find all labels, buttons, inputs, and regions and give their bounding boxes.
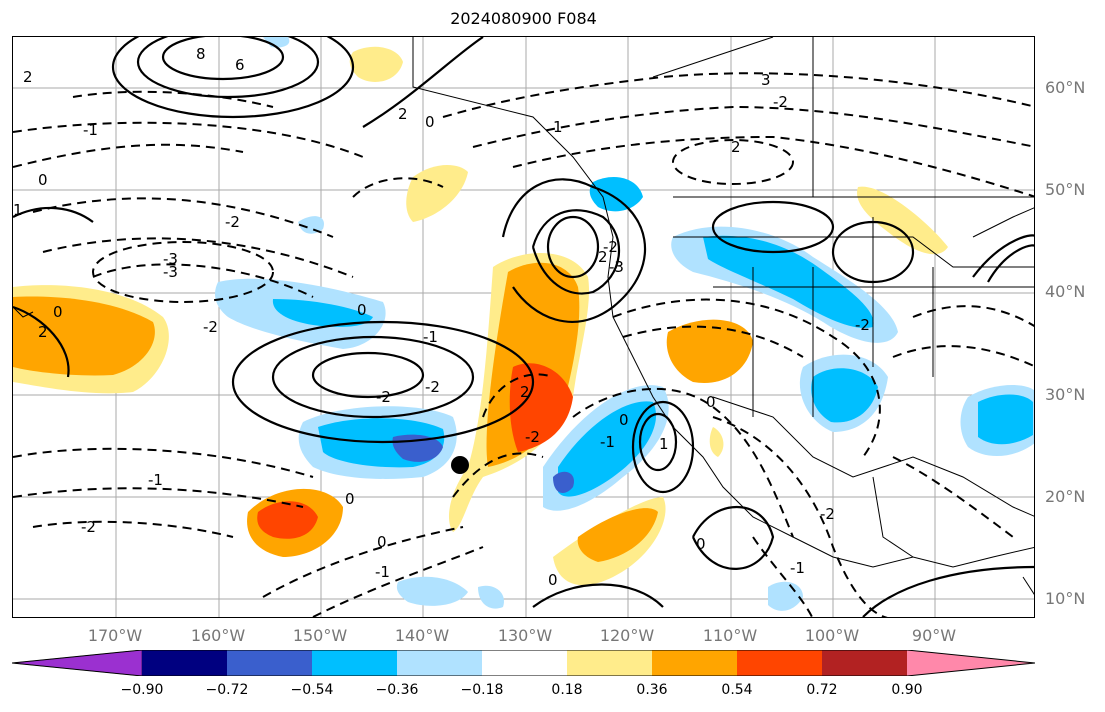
contour-label: -3 <box>163 263 178 281</box>
contour-label: 0 <box>619 411 629 429</box>
lon-label-100w: 100°W <box>804 626 860 645</box>
lon-label-140w: 140°W <box>394 626 450 645</box>
colorbar-tick: −0.72 <box>205 682 249 698</box>
contour-label: -2 <box>773 93 788 111</box>
lon-label-150w: 150°W <box>292 626 348 645</box>
colorbar-segment <box>822 650 907 676</box>
storm-center-marker <box>451 456 469 474</box>
contour-label: 2 <box>23 68 33 86</box>
lat-label-10n: 10°N <box>1045 589 1086 608</box>
lon-label-160w: 160°W <box>190 626 246 645</box>
colorbar-tick: 0.54 <box>721 682 753 698</box>
positive-anomaly-shading <box>13 46 948 586</box>
contour-label: 0 <box>425 113 435 131</box>
lat-label-40n: 40°N <box>1045 282 1086 301</box>
colorbar-segment <box>907 650 1035 676</box>
colorbar-segment <box>567 650 652 676</box>
contour-label: -3 <box>163 250 178 268</box>
colorbar-tick: −0.18 <box>460 682 504 698</box>
colorbar-segment <box>482 650 567 676</box>
contour-label: -2 <box>81 518 96 536</box>
lat-label-30n: 30°N <box>1045 385 1086 404</box>
lat-label-20n: 20°N <box>1045 487 1086 506</box>
contour-label: 2 <box>38 323 48 341</box>
lon-label-110w: 110°W <box>702 626 758 645</box>
colorbar-segment <box>312 650 397 676</box>
colorbar-segment <box>737 650 822 676</box>
lon-label-120w: 120°W <box>599 626 655 645</box>
colorbar <box>12 650 1035 676</box>
contour-label: -1 <box>83 121 98 139</box>
colorbar-segment <box>652 650 737 676</box>
contour-labels: 8 6 2 0 -1 -2 -3 1 2 0 -1 -2 -3 -2 2 1 0… <box>13 45 870 589</box>
colorbar-tick: −0.90 <box>120 682 164 698</box>
colorbar-segment <box>12 650 143 676</box>
contour-label: -1 <box>375 563 390 581</box>
contour-label: -2 <box>820 505 835 523</box>
contour-label: -3 <box>609 258 624 276</box>
map-panel: 8 6 2 0 -1 -2 -3 1 2 0 -1 -2 -3 -2 2 1 0… <box>12 36 1035 618</box>
contour-label: 2 <box>598 248 608 266</box>
lon-label-170w: 170°W <box>87 626 143 645</box>
coastlines <box>13 37 1034 595</box>
contour-label: -1 <box>600 433 615 451</box>
map-title: 2024080900 F084 <box>450 9 597 28</box>
anomaly-map: 8 6 2 0 -1 -2 -3 1 2 0 -1 -2 -3 -2 2 1 0… <box>13 37 1034 617</box>
negative-contours <box>13 72 1034 617</box>
contour-label: 3 <box>761 71 771 89</box>
contour-label: 8 <box>196 45 206 63</box>
colorbar-tick: 0.72 <box>806 682 838 698</box>
contour-label: -2 <box>855 316 870 334</box>
contour-label: 0 <box>38 171 48 189</box>
colorbar-tick: −0.54 <box>290 682 334 698</box>
contour-label: -2 <box>603 238 618 256</box>
contour-label: -2 <box>225 213 240 231</box>
contour-label: 2 <box>520 383 530 401</box>
contour-label: 2 <box>398 105 408 123</box>
contour-label: -2 <box>525 428 540 446</box>
contour-label: 0 <box>548 571 558 589</box>
lon-label-130w: 130°W <box>497 626 553 645</box>
contour-label: -2 <box>203 318 218 336</box>
contour-label: 1 <box>553 118 563 136</box>
contour-label: 0 <box>53 303 63 321</box>
contour-label: 2 <box>731 138 741 156</box>
colorbar-segment <box>142 650 227 676</box>
lat-label-60n: 60°N <box>1045 78 1086 97</box>
lat-label-50n: 50°N <box>1045 180 1086 199</box>
contour-label: -1 <box>423 328 438 346</box>
contour-label: -2 <box>425 378 440 396</box>
colorbar-tick: −0.36 <box>375 682 419 698</box>
contour-label: 6 <box>235 56 245 74</box>
contour-label: -1 <box>148 471 163 489</box>
colorbar-tick: 0.18 <box>551 682 583 698</box>
colorbar-segment <box>397 650 482 676</box>
lon-label-90w: 90°W <box>911 626 957 645</box>
colorbar-tick: 0.90 <box>891 682 923 698</box>
contour-label: 0 <box>345 490 355 508</box>
contour-label: 0 <box>377 533 387 551</box>
contour-label: 0 <box>357 301 367 319</box>
positive-contours <box>13 37 1034 617</box>
contour-label: -2 <box>376 388 391 406</box>
contour-label: 1 <box>659 435 669 453</box>
colorbar-tick: 0.36 <box>636 682 668 698</box>
contour-label: 1 <box>13 201 23 219</box>
contour-label: -1 <box>790 559 805 577</box>
colorbar-segment <box>227 650 312 676</box>
negative-anomaly-shading <box>215 37 1034 611</box>
contour-label: 0 <box>696 535 706 553</box>
contour-label: 0 <box>706 393 716 411</box>
